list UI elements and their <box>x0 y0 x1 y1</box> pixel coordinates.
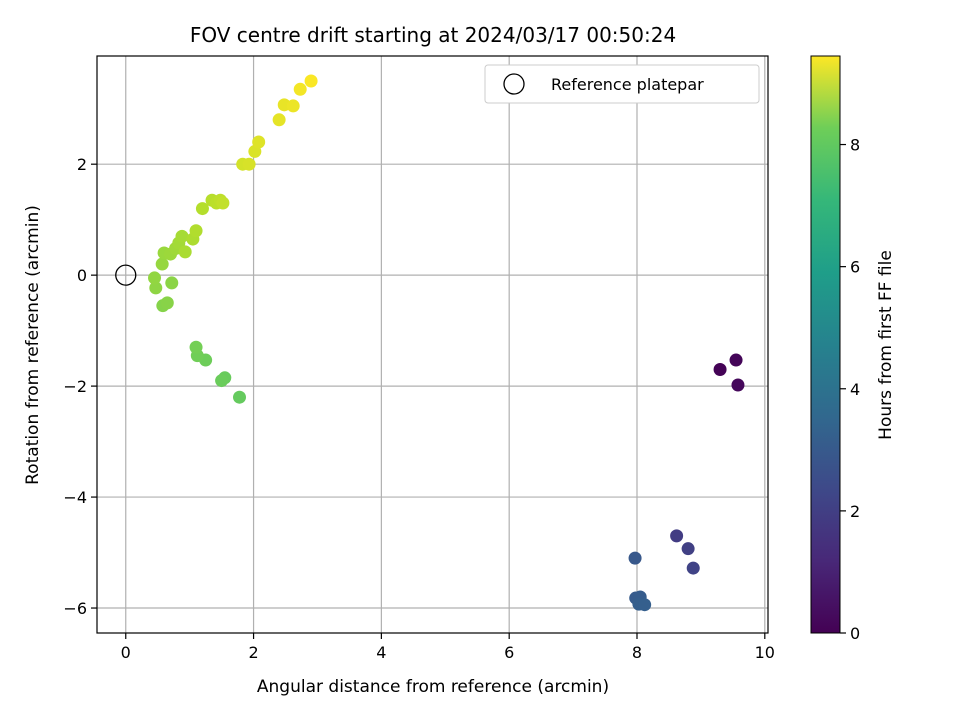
data-points <box>148 74 745 612</box>
data-point <box>729 353 743 367</box>
data-point <box>286 99 300 113</box>
data-point <box>252 135 266 149</box>
y-tick-label: 2 <box>77 155 87 174</box>
colorbar-gradient <box>810 55 841 634</box>
legend-marker-open-circle <box>503 73 525 95</box>
data-point <box>686 561 700 575</box>
colorbar: 0 2 4 6 8 Hours from first FF file <box>810 55 896 643</box>
data-point <box>149 281 163 295</box>
y-axis-ticks: −6 −4 −2 0 2 <box>63 155 97 618</box>
y-tick-label: −6 <box>63 599 87 618</box>
data-point <box>189 340 203 354</box>
colorbar-tick-label: 2 <box>850 502 860 521</box>
reference-platepar-marker <box>115 264 137 286</box>
x-tick-label: 6 <box>504 643 514 662</box>
colorbar-tick-label: 0 <box>850 624 860 643</box>
data-point <box>670 529 684 543</box>
colorbar-ticks: 0 2 4 6 8 <box>840 136 860 643</box>
plot-frame <box>96 55 769 634</box>
data-point <box>233 390 247 404</box>
data-point <box>148 271 162 285</box>
data-point <box>215 374 229 388</box>
data-point <box>178 245 192 259</box>
x-tick-label: 8 <box>632 643 642 662</box>
data-point <box>165 276 179 290</box>
data-point <box>189 224 203 238</box>
data-point <box>628 551 642 565</box>
reference-marker-layer <box>115 264 137 286</box>
data-point <box>272 113 286 127</box>
data-point <box>155 257 169 271</box>
y-tick-label: −2 <box>63 377 87 396</box>
x-tick-label: 10 <box>755 643 775 662</box>
data-point <box>713 362 727 376</box>
chart-title: FOV centre drift starting at 2024/03/17 … <box>190 23 676 47</box>
y-axis-label: Rotation from reference (arcmin) <box>23 205 43 485</box>
colorbar-tick-label: 8 <box>850 136 860 155</box>
colorbar-tick-label: 6 <box>850 258 860 277</box>
x-tick-label: 2 <box>248 643 258 662</box>
legend: Reference platepar <box>484 64 760 104</box>
data-point <box>638 598 652 612</box>
x-axis-label: Angular distance from reference (arcmin) <box>257 677 609 697</box>
data-point <box>242 157 256 171</box>
data-point <box>731 378 745 392</box>
data-point <box>160 296 174 310</box>
x-axis-ticks: 0 2 4 6 8 10 <box>121 633 775 662</box>
colorbar-tick-label: 4 <box>850 380 860 399</box>
legend-label: Reference platepar <box>551 75 704 94</box>
y-tick-label: 0 <box>77 266 87 285</box>
data-point <box>195 202 209 216</box>
data-point <box>304 74 318 88</box>
data-point <box>175 229 189 243</box>
legend-box <box>484 64 760 104</box>
data-point <box>293 82 307 96</box>
colorbar-label: Hours from first FF file <box>876 250 896 440</box>
x-tick-label: 4 <box>376 643 386 662</box>
data-point <box>216 196 230 210</box>
data-point <box>681 542 695 556</box>
x-tick-label: 0 <box>121 643 131 662</box>
y-tick-label: −4 <box>63 488 87 507</box>
